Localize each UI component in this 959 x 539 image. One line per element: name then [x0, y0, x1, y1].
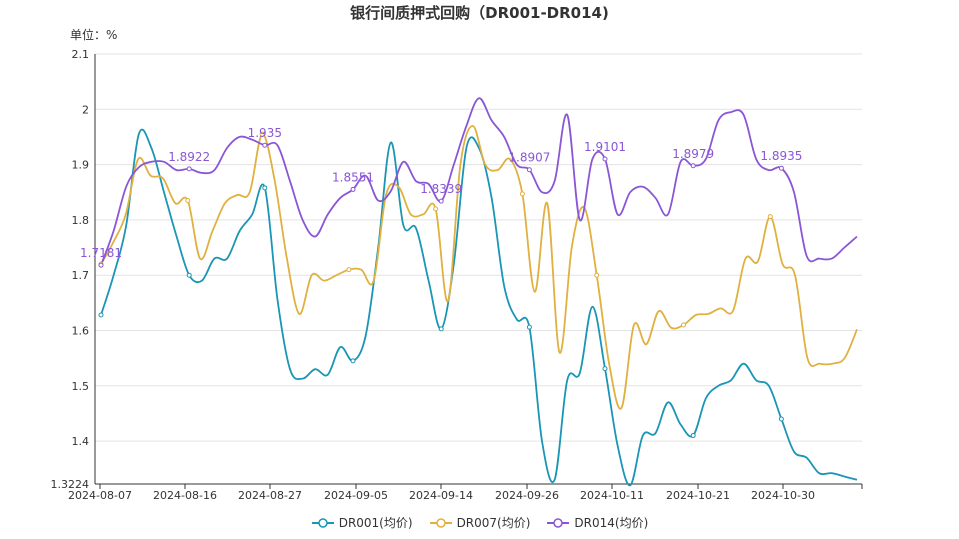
- legend-line-dr001-icon: [311, 517, 334, 528]
- y-tick-label: 1.7: [72, 269, 90, 282]
- y-tick-label: 2.1: [72, 48, 90, 61]
- series-2-marker[interactable]: [438, 198, 444, 204]
- series-lines: [100, 97, 858, 487]
- series-line-1: [100, 124, 858, 410]
- series-1-marker[interactable]: [767, 214, 773, 220]
- series-0-marker[interactable]: [186, 272, 192, 278]
- series-2-marker[interactable]: [98, 262, 104, 268]
- series-2-marker[interactable]: [690, 163, 696, 169]
- x-tick-label: 2024-09-05: [324, 489, 388, 502]
- series-0-marker[interactable]: [602, 366, 608, 372]
- data-labels: 1.7181 1.8922 1.935 1.8551 1.8339 1.8907 1.910…: [80, 126, 802, 260]
- line-chart: 1.3224 1.4 1.5 1.6 1.7 1.8 1.9 2 2.1 2024-08-07 20…: [51, 48, 863, 502]
- legend-label-dr007: DR007(均价): [456, 516, 531, 530]
- series-1-marker[interactable]: [346, 267, 352, 273]
- legend-line-dr014-icon: [547, 517, 570, 528]
- y-tick-label: 1.6: [72, 324, 90, 337]
- x-tick-label: 2024-09-26: [495, 489, 559, 502]
- legend-item-dr007[interactable]: DR007(均价): [429, 514, 531, 531]
- legend-item-dr014[interactable]: DR014(均价): [546, 514, 648, 531]
- series-line-2: [100, 97, 858, 266]
- series-1-marker[interactable]: [680, 322, 686, 328]
- data-label: 1.8935: [760, 149, 802, 163]
- legend-label-dr001: DR001(均价): [338, 516, 413, 530]
- y-tick-label: 1.3224: [51, 478, 90, 491]
- x-tick-label: 2024-08-07: [68, 489, 132, 502]
- x-tick-label: 2024-10-30: [751, 489, 815, 502]
- x-tick-label: 2024-08-27: [238, 489, 302, 502]
- series-0-marker[interactable]: [350, 358, 356, 364]
- y-tick-label: 1.4: [72, 435, 90, 448]
- data-label: 1.935: [248, 126, 282, 140]
- series-1-marker[interactable]: [433, 206, 439, 212]
- legend-item-dr001[interactable]: DR001(均价): [311, 514, 413, 531]
- series-2-marker[interactable]: [262, 142, 268, 148]
- y-tick-label: 2: [82, 103, 89, 116]
- y-unit-label: 单位：%: [70, 28, 118, 42]
- legend-label-dr014: DR014(均价): [574, 516, 649, 530]
- x-tick-label: 2024-09-14: [409, 489, 473, 502]
- series-0-marker[interactable]: [690, 433, 696, 439]
- series-2-marker[interactable]: [778, 165, 784, 171]
- series-1-marker[interactable]: [519, 191, 525, 197]
- series-line-0: [100, 128, 858, 487]
- series-0-marker[interactable]: [438, 326, 444, 332]
- series-markers: [98, 131, 784, 439]
- x-tick-label: 2024-10-11: [580, 489, 644, 502]
- axes: 1.3224 1.4 1.5 1.6 1.7 1.8 1.9 2 2.1 2024-08-07 20…: [51, 48, 863, 502]
- chart-title: 银行间质押式回购（DR001-DR014): [350, 4, 609, 22]
- series-2-marker[interactable]: [186, 166, 192, 172]
- series-2-marker[interactable]: [602, 156, 608, 162]
- x-tick-label: 2024-08-16: [153, 489, 217, 502]
- series-0-marker[interactable]: [778, 416, 784, 422]
- y-tick-label: 1.8: [72, 214, 90, 227]
- series-2-marker[interactable]: [350, 186, 356, 192]
- y-tick-label: 1.9: [72, 159, 90, 172]
- series-0-marker[interactable]: [526, 324, 532, 330]
- data-label: 1.8339: [420, 182, 462, 196]
- data-label: 1.8907: [508, 151, 550, 165]
- series-1-marker[interactable]: [594, 272, 600, 278]
- legend: DR001(均价) DR007(均价) DR014(均价): [0, 514, 959, 531]
- data-label: 1.8979: [672, 147, 714, 161]
- series-2-marker[interactable]: [526, 167, 532, 173]
- data-label: 1.8922: [168, 150, 210, 164]
- series-1-marker[interactable]: [185, 198, 191, 204]
- x-tick-label: 2024-10-21: [666, 489, 730, 502]
- data-label: 1.8551: [332, 170, 374, 184]
- data-label: 1.7181: [80, 246, 122, 260]
- grid-lines: [95, 53, 862, 442]
- data-label: 1.9101: [584, 140, 626, 154]
- series-0-marker[interactable]: [98, 312, 104, 318]
- y-tick-label: 1.5: [72, 380, 90, 393]
- series-0-marker[interactable]: [262, 185, 268, 191]
- legend-line-dr007-icon: [429, 517, 452, 528]
- series-1-marker[interactable]: [259, 131, 265, 137]
